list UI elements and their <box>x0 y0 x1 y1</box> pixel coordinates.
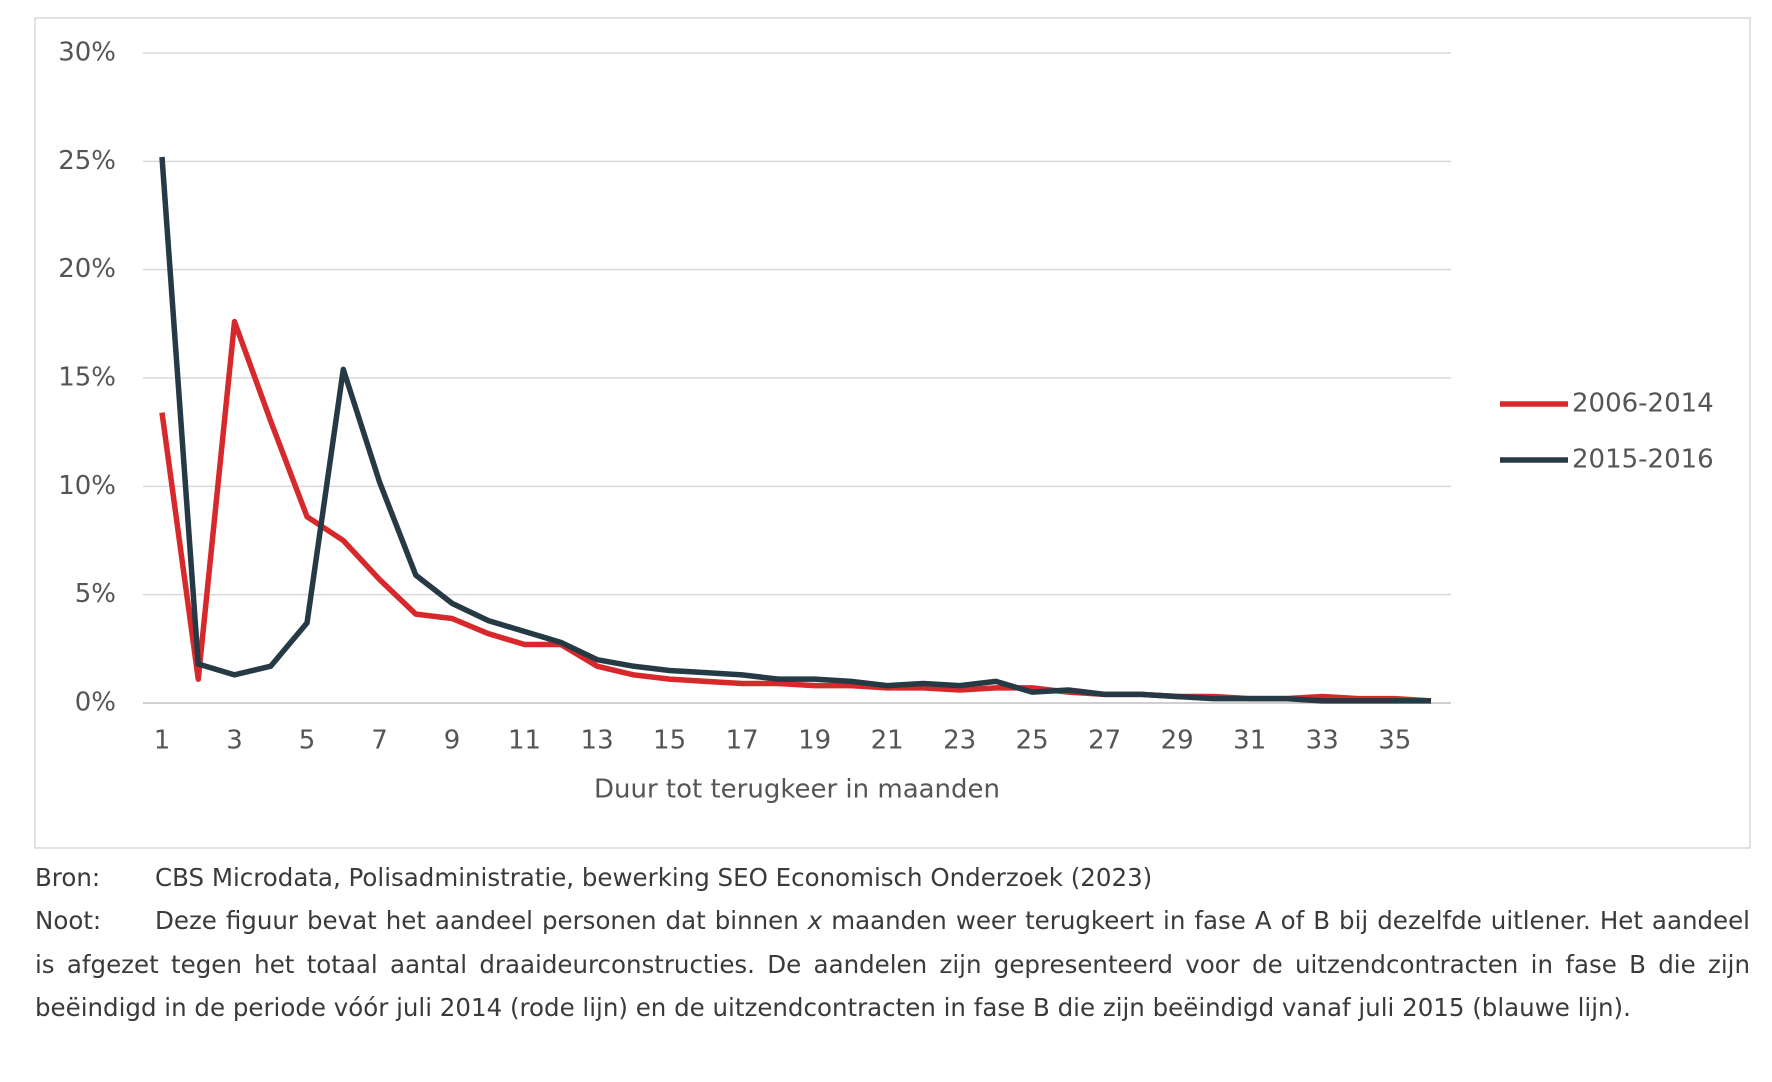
x-tick-label: 35 <box>1378 726 1411 756</box>
source-line: Bron: CBS Microdata, Polisadministratie, … <box>35 856 1750 900</box>
note-text: Deze figuur bevat het aandeel personen d… <box>155 906 808 935</box>
x-tick-label: 11 <box>508 726 541 756</box>
legend-label: 2006-2014 <box>1572 389 1714 419</box>
y-tick-label: 30% <box>58 38 116 68</box>
note-label: Noot: <box>35 906 102 935</box>
x-tick-label: 31 <box>1233 726 1266 756</box>
chart: Duur tot terugkeer in maanden 0% 5% 10% 15%… <box>34 17 1751 849</box>
line-series <box>159 156 1431 704</box>
y-tick-label: 15% <box>58 363 116 393</box>
x-tick-label: 27 <box>1088 726 1121 756</box>
x-tick-label: 13 <box>581 726 614 756</box>
x-tick-label: 3 <box>226 726 243 756</box>
note-text: maanden weer terugkeert in fase A of B b… <box>35 906 1750 1022</box>
y-tick-label: 10% <box>58 471 116 501</box>
legend-label: 2015-2016 <box>1572 445 1714 475</box>
x-tick-label: 17 <box>726 726 759 756</box>
y-tick-label: 5% <box>75 579 116 609</box>
x-tick-label: 19 <box>798 726 831 756</box>
x-tick-label: 1 <box>154 726 171 756</box>
y-tick-label: 0% <box>75 688 116 718</box>
y-tick-label: 20% <box>58 254 116 284</box>
x-tick-label: 5 <box>299 726 316 756</box>
chart-frame <box>34 17 1751 849</box>
x-tick-label: 15 <box>653 726 686 756</box>
x-tick-label: 23 <box>943 726 976 756</box>
note: Noot: Deze figuur bevat het aandeel perso… <box>35 899 1750 1030</box>
source-text: CBS Microdata, Polisadministratie, bewer… <box>155 863 1153 892</box>
x-axis-title: Duur tot terugkeer in maanden <box>594 775 1000 805</box>
x-tick-label: 33 <box>1306 726 1339 756</box>
x-tick-label: 29 <box>1161 726 1194 756</box>
note-text: x <box>807 906 823 935</box>
x-tick-label: 7 <box>371 726 388 756</box>
y-tick-label: 25% <box>58 146 116 176</box>
x-tick-label: 25 <box>1016 726 1049 756</box>
source-label: Bron: <box>35 863 101 892</box>
x-tick-label: 21 <box>871 726 904 756</box>
x-tick-label: 9 <box>444 726 461 756</box>
